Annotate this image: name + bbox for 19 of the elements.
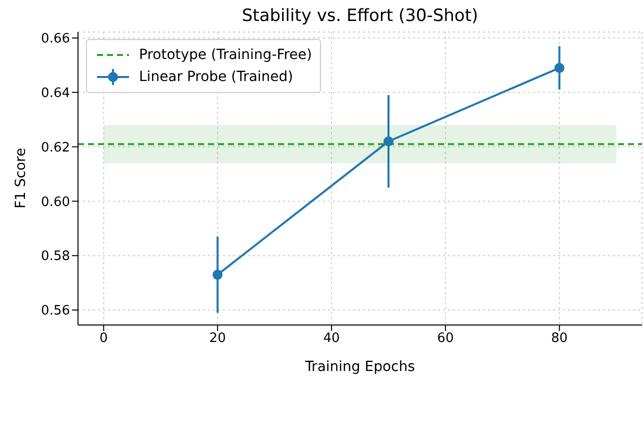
x-tick-label: 80 (551, 331, 568, 346)
y-tick-label: 0.64 (41, 86, 70, 102)
y-tick-label: 0.56 (41, 304, 70, 319)
x-tick-label: 60 (437, 331, 454, 346)
x-tick-label: 20 (209, 331, 226, 346)
x-axis-title: Training Epochs (304, 359, 415, 375)
legend-label: Prototype (Training-Free) (139, 47, 312, 63)
y-tick-label: 0.60 (41, 194, 70, 210)
x-tick-label: 40 (323, 331, 340, 346)
y-tick-label: 0.66 (41, 32, 70, 47)
point (383, 136, 394, 146)
point (212, 270, 223, 280)
y-axis-title: F1 Score (12, 148, 29, 208)
y-tick-label: 0.58 (41, 249, 70, 264)
y-tick-label: 0.62 (41, 140, 70, 156)
chart-title: Stability vs. Effort (30-Shot) (240, 6, 480, 26)
legend-label: Linear Probe (Trained) (139, 69, 294, 85)
x-tick-label: 0 (99, 331, 108, 346)
point (554, 62, 564, 73)
